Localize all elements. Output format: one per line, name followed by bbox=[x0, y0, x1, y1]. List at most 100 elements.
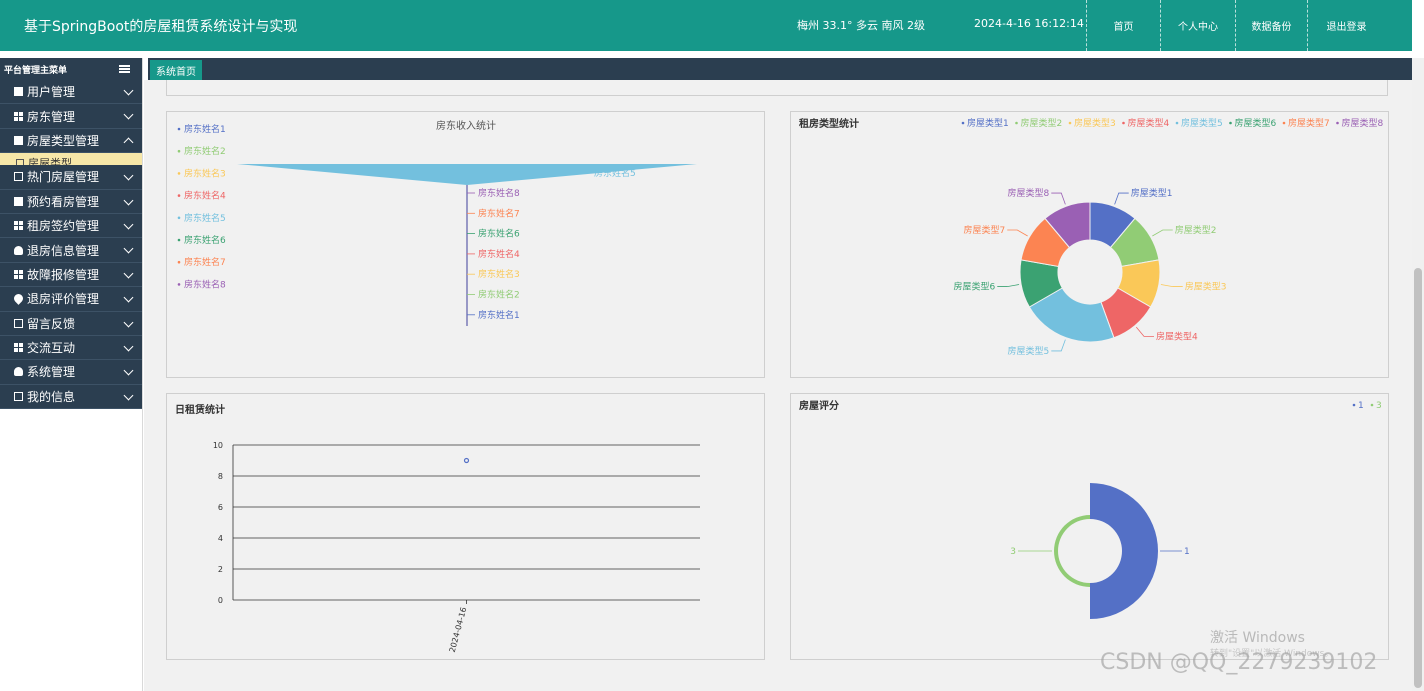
legend-marker bbox=[177, 216, 181, 220]
legend-item: 房屋类型4 bbox=[1128, 117, 1170, 129]
sidebar-item-label: 我的信息 bbox=[27, 389, 76, 404]
landlord-income-card: 房东收入统计 房东姓名1 房东姓名2 房东姓名3 房东姓名4 房东姓名5 房东姓名6 房东姓名… bbox=[166, 111, 765, 378]
landlord-income-chart: 房东收入统计房东姓名1房东姓名2房东姓名3房东姓名4房东姓名5房东姓名6房东姓名… bbox=[177, 119, 697, 326]
sidebar-item-label: 热门房屋管理 bbox=[27, 170, 100, 185]
sidebar-item-hot-houses[interactable]: 热门房屋管理 bbox=[0, 165, 142, 190]
legend-marker bbox=[177, 260, 181, 264]
nav-logout[interactable]: 退出登录 bbox=[1307, 0, 1385, 51]
legend-marker bbox=[177, 149, 181, 153]
funnel-slice bbox=[237, 164, 697, 185]
grid-icon bbox=[14, 221, 23, 231]
pie-label: 房屋类型8 bbox=[1008, 187, 1050, 199]
legend-item: 房屋类型1 bbox=[967, 117, 1009, 129]
nav-backup[interactable]: 数据备份 bbox=[1235, 0, 1307, 51]
chat-icon bbox=[14, 87, 23, 97]
legend-marker bbox=[1370, 403, 1374, 407]
legend-marker bbox=[1352, 403, 1356, 407]
legend-marker bbox=[177, 172, 181, 175]
legend-marker bbox=[1068, 121, 1072, 125]
chevron-down-icon bbox=[123, 195, 134, 206]
sidebar-item-checkout[interactable]: 退房信息管理 bbox=[0, 238, 142, 263]
legend-item: 房屋类型3 bbox=[1074, 117, 1116, 129]
pie-label-line bbox=[997, 284, 1020, 287]
legend-item: 房屋类型8 bbox=[1342, 117, 1384, 129]
chart-title: 房屋评分 bbox=[799, 399, 839, 412]
chevron-down-icon bbox=[123, 170, 134, 181]
legend-item: 房东姓名5 bbox=[184, 212, 226, 224]
pie-label-line bbox=[1007, 229, 1028, 237]
rose-slice bbox=[1090, 483, 1158, 619]
pie-label-line bbox=[1051, 192, 1066, 205]
user-icon bbox=[14, 245, 23, 255]
sidebar-item-label: 房屋类型管理 bbox=[27, 133, 100, 148]
grid-icon bbox=[14, 269, 23, 279]
pie-label: 房屋类型7 bbox=[964, 224, 1006, 236]
chevron-down-icon bbox=[123, 109, 134, 120]
legend-marker bbox=[1015, 121, 1018, 125]
funnel-label: 房东姓名3 bbox=[478, 268, 520, 280]
sidebar-item-label: 退房评价管理 bbox=[27, 292, 100, 307]
legend-marker bbox=[961, 121, 965, 125]
chart-title: 日租赁统计 bbox=[175, 403, 225, 416]
pie-label: 房屋类型3 bbox=[1185, 281, 1227, 293]
legend-item: 房屋类型6 bbox=[1235, 117, 1277, 129]
legend-item: 房东姓名3 bbox=[184, 167, 226, 179]
scatter-point bbox=[463, 457, 470, 464]
legend-item: 房东姓名7 bbox=[184, 256, 226, 268]
chevron-down-icon bbox=[123, 243, 134, 254]
house-rating-card: 房屋评分 1 3 1 3 bbox=[790, 393, 1389, 660]
daily-rental-card: 日租赁统计 0 2 4 6 8 10 2024-04-16 bbox=[166, 393, 765, 660]
sidebar-item-system[interactable]: 系统管理 bbox=[0, 360, 142, 385]
chevron-up-icon bbox=[123, 137, 134, 148]
sidebar-item-viewing[interactable]: 预约看房管理 bbox=[0, 189, 142, 214]
nav-home[interactable]: 首页 bbox=[1086, 0, 1160, 51]
y-tick-label: 0 bbox=[218, 596, 223, 605]
card-icon bbox=[14, 391, 23, 401]
rose-label: 3 bbox=[1010, 547, 1016, 557]
nav-profile[interactable]: 个人中心 bbox=[1160, 0, 1235, 51]
sidebar-item-label: 用户管理 bbox=[27, 85, 76, 100]
legend-item: 房东姓名6 bbox=[184, 234, 226, 246]
sidebar-item-label: 租房签约管理 bbox=[27, 219, 100, 234]
sidebar-item-contracts[interactable]: 租房签约管理 bbox=[0, 213, 142, 239]
menu-toggle-icon[interactable] bbox=[119, 65, 130, 73]
chat-icon bbox=[14, 135, 23, 145]
legend-item: 3 bbox=[1376, 401, 1382, 411]
top-header: 基于SpringBoot的房屋租赁系统设计与实现 梅州 33.1° 多云 南风 … bbox=[0, 0, 1412, 51]
chart-title: 租房类型统计 bbox=[799, 117, 859, 130]
sidebar-item-house-types[interactable]: 房屋类型管理 bbox=[0, 128, 142, 154]
legend-item: 房东姓名2 bbox=[184, 145, 226, 157]
sidebar-item-my-info[interactable]: 我的信息 bbox=[0, 384, 142, 410]
form-icon bbox=[14, 318, 23, 328]
chevron-down-icon bbox=[123, 219, 134, 230]
y-tick-label: 8 bbox=[218, 472, 223, 481]
y-tick-label: 6 bbox=[218, 503, 223, 512]
legend-marker bbox=[1282, 121, 1286, 125]
sidebar-item-feedback[interactable]: 留言反馈 bbox=[0, 311, 142, 336]
chart-icon bbox=[14, 172, 23, 182]
sidebar-item-label: 退房信息管理 bbox=[27, 243, 100, 258]
rental-type-chart: 租房类型统计 房屋类型1 房屋类型2 房屋类型3 房屋类型4 房屋类型5 房屋类型6 房屋类型… bbox=[799, 117, 1384, 357]
legend-item: 房屋类型5 bbox=[1181, 117, 1223, 129]
pie-label: 房屋类型6 bbox=[954, 281, 996, 293]
main-content: 房东收入统计 房东姓名1 房东姓名2 房东姓名3 房东姓名4 房东姓名5 房东姓名6 房东姓名… bbox=[144, 80, 1412, 691]
sidebar-item-forum[interactable]: 交流互动 bbox=[0, 335, 142, 361]
sidebar-item-users[interactable]: 用户管理 bbox=[0, 80, 142, 105]
sidebar-item-landlords[interactable]: 房东管理 bbox=[0, 104, 142, 129]
chevron-down-icon bbox=[123, 292, 134, 303]
chevron-down-icon bbox=[123, 390, 134, 401]
top-card bbox=[166, 80, 1388, 96]
legend-marker bbox=[177, 238, 181, 242]
chart-title: 房东收入统计 bbox=[436, 119, 496, 132]
funnel-label: 房东姓名1 bbox=[478, 309, 520, 321]
rental-type-card: 租房类型统计 房屋类型1 房屋类型2 房屋类型3 房屋类型4 房屋类型5 房屋类型6 房屋类型… bbox=[790, 111, 1389, 378]
scrollbar-thumb[interactable] bbox=[1414, 268, 1422, 688]
pie-label-line bbox=[1152, 229, 1173, 237]
clipboard-icon bbox=[14, 196, 23, 206]
sidebar-header-label: 平台管理主菜单 bbox=[4, 65, 68, 76]
chevron-down-icon bbox=[123, 341, 134, 352]
sidebar-item-repairs[interactable]: 故障报修管理 bbox=[0, 262, 142, 288]
sidebar-item-reviews[interactable]: 退房评价管理 bbox=[0, 287, 142, 312]
tab-home[interactable]: 系统首页 bbox=[150, 60, 202, 80]
pie-slice bbox=[1028, 287, 1115, 343]
